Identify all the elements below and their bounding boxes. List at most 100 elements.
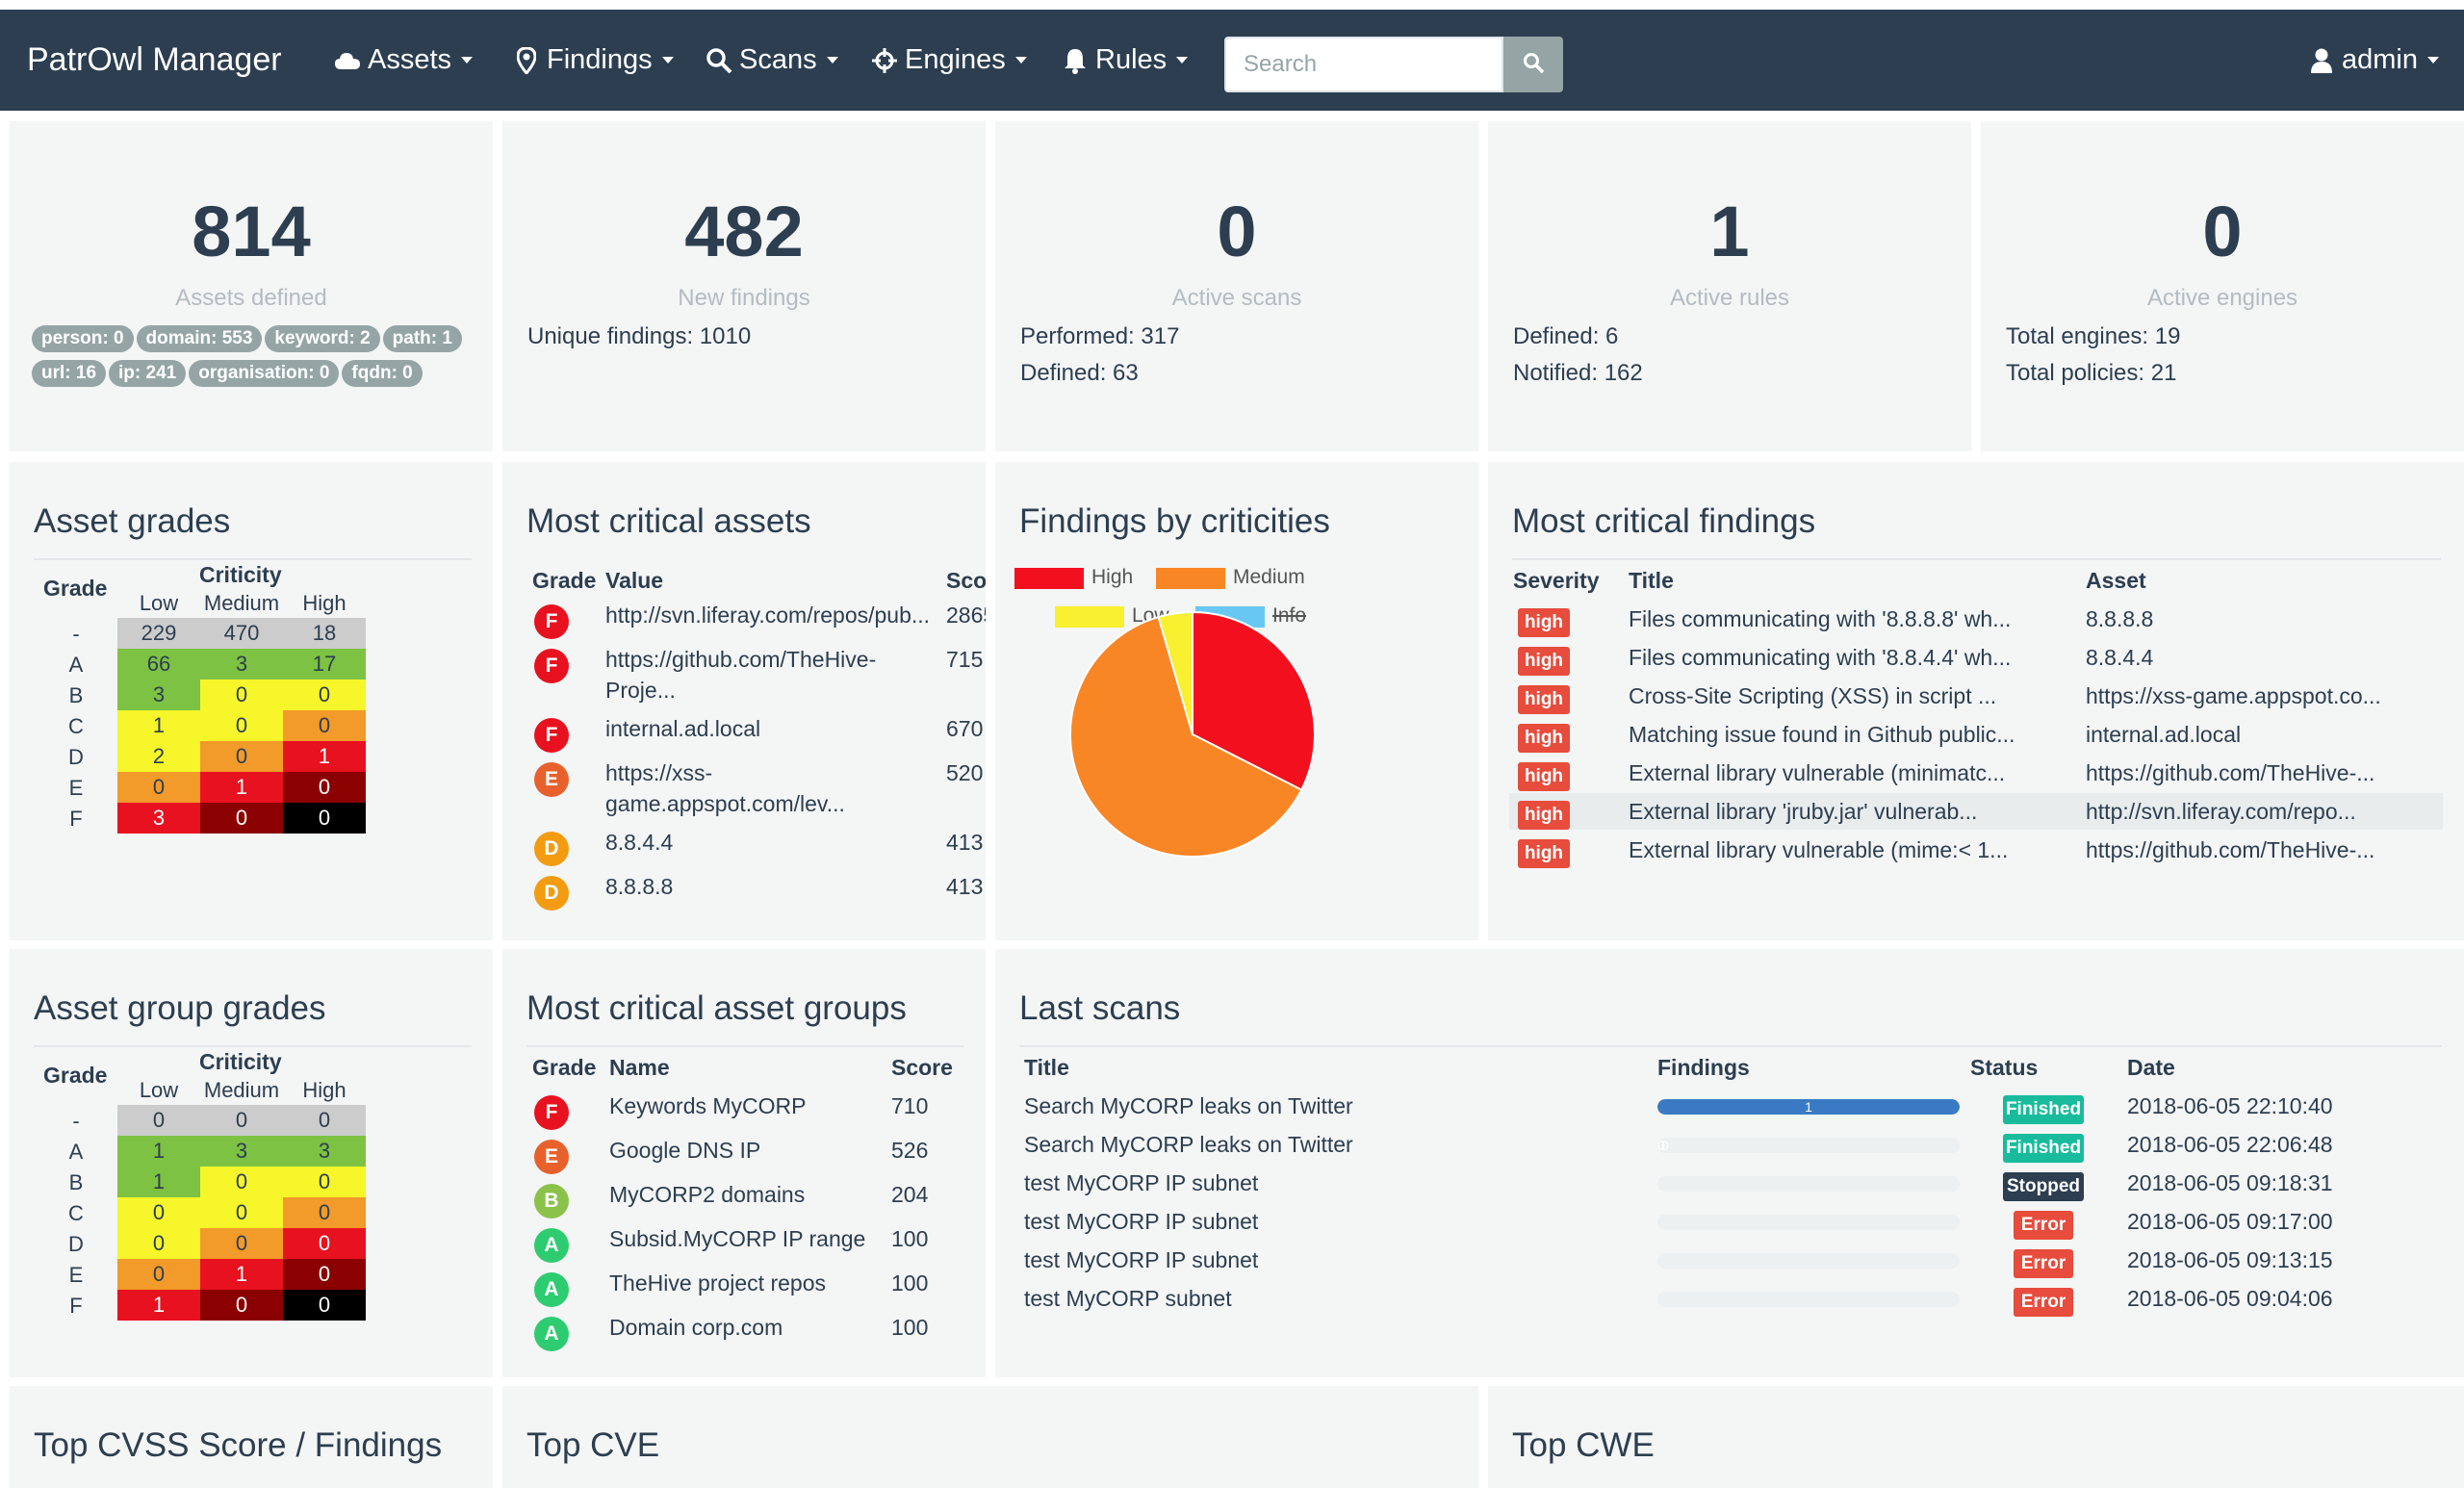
- legend-label[interactable]: Info: [1272, 604, 1307, 627]
- legend-label[interactable]: Medium: [1233, 566, 1305, 588]
- asset-value-link[interactable]: 8.8.4.4: [605, 830, 674, 855]
- search-button[interactable]: [1503, 37, 1563, 92]
- asset-value-link[interactable]: https://github.com/TheHive-: [605, 647, 877, 672]
- brand-logo[interactable]: PatrOwl Manager: [27, 41, 282, 78]
- finding-asset-link[interactable]: 8.8.8.8: [2086, 606, 2154, 631]
- grade-cell[interactable]: 0: [283, 1290, 366, 1321]
- grade-cell[interactable]: 0: [200, 1228, 283, 1259]
- grade-cell[interactable]: 470: [200, 618, 283, 649]
- grade-cell[interactable]: 0: [283, 1228, 366, 1259]
- group-name-link[interactable]: MyCORP2 domains: [609, 1182, 806, 1207]
- grade-cell[interactable]: 0: [200, 803, 283, 834]
- finding-asset-link[interactable]: 8.8.4.4: [2086, 645, 2154, 670]
- finding-asset-link[interactable]: https://xss-game.appspot.co...: [2086, 683, 2381, 708]
- badge-domain[interactable]: domain: 553: [136, 325, 263, 352]
- group-name-link[interactable]: Subsid.MyCORP IP range: [609, 1226, 866, 1251]
- grade-cell[interactable]: 0: [117, 1105, 200, 1136]
- grade-cell[interactable]: 3: [117, 803, 200, 834]
- badge-path[interactable]: path: 1: [382, 325, 462, 352]
- grade-cell[interactable]: 0: [117, 1228, 200, 1259]
- finding-asset-link[interactable]: https://github.com/TheHive-...: [2086, 837, 2375, 862]
- grade-cell[interactable]: 17: [283, 649, 366, 680]
- asset-value-link[interactable]: http://svn.liferay.com/repos/pub...: [605, 603, 931, 628]
- pie-slice-high[interactable]: [1192, 610, 1316, 792]
- grade-cell[interactable]: 3: [283, 1136, 366, 1167]
- grade-cell[interactable]: 2: [117, 741, 200, 772]
- nav-engines[interactable]: Engines: [870, 10, 1027, 111]
- grade-cell[interactable]: 0: [200, 1290, 283, 1321]
- group-name-link[interactable]: TheHive project repos: [609, 1270, 826, 1296]
- nav-findings[interactable]: Findings: [512, 10, 674, 111]
- nav-rules[interactable]: Rules: [1061, 10, 1189, 111]
- finding-title-link[interactable]: Matching issue found in Github public...: [1629, 722, 2015, 747]
- asset-value-link-cont[interactable]: Proje...: [605, 678, 676, 703]
- legend-swatch[interactable]: [1156, 568, 1225, 589]
- finding-asset-link[interactable]: internal.ad.local: [2086, 722, 2242, 747]
- scan-title-link[interactable]: Search MyCORP leaks on Twitter: [1024, 1132, 1353, 1157]
- legend-swatch[interactable]: [1055, 606, 1124, 628]
- finding-title-link[interactable]: External library vulnerable (mime:< 1...: [1629, 837, 2009, 862]
- legend-label[interactable]: High: [1091, 566, 1134, 588]
- grade-cell[interactable]: 1: [200, 772, 283, 803]
- badge-url[interactable]: url: 16: [32, 360, 107, 387]
- grade-cell[interactable]: 1: [117, 1136, 200, 1167]
- pie-slice-low[interactable]: [1157, 610, 1194, 735]
- asset-value-link[interactable]: 8.8.8.8: [605, 874, 674, 899]
- grade-cell[interactable]: 0: [283, 680, 366, 710]
- badge-keyword[interactable]: keyword: 2: [265, 325, 380, 352]
- badge-organisation[interactable]: organisation: 0: [189, 360, 340, 387]
- grade-cell[interactable]: 0: [200, 1167, 283, 1197]
- grade-cell[interactable]: 0: [200, 680, 283, 710]
- finding-title-link[interactable]: Files communicating with '8.8.8.8' wh...: [1629, 606, 2012, 631]
- grade-cell[interactable]: 0: [200, 1105, 283, 1136]
- nav-scans[interactable]: Scans: [705, 10, 838, 111]
- badge-person[interactable]: person: 0: [32, 325, 134, 352]
- grade-cell[interactable]: 229: [117, 618, 200, 649]
- grade-cell[interactable]: 3: [117, 680, 200, 710]
- grade-cell[interactable]: 1: [117, 1290, 200, 1321]
- grade-cell[interactable]: 3: [200, 1136, 283, 1167]
- finding-title-link[interactable]: Cross-Site Scripting (XSS) in script ...: [1629, 683, 1997, 708]
- grade-cell[interactable]: 0: [283, 803, 366, 834]
- finding-title-link[interactable]: Files communicating with '8.8.4.4' wh...: [1629, 645, 2012, 670]
- search-input[interactable]: Search: [1224, 37, 1503, 92]
- grade-cell[interactable]: 3: [200, 649, 283, 680]
- finding-asset-link[interactable]: https://github.com/TheHive-...: [2086, 760, 2375, 785]
- scan-title-link[interactable]: test MyCORP IP subnet: [1024, 1209, 1259, 1234]
- asset-value-link[interactable]: https://xss-: [605, 760, 713, 785]
- grade-cell[interactable]: 0: [200, 741, 283, 772]
- scan-title-link[interactable]: test MyCORP subnet: [1024, 1286, 1232, 1311]
- grade-cell[interactable]: 0: [283, 1167, 366, 1197]
- grade-cell[interactable]: 66: [117, 649, 200, 680]
- grade-cell[interactable]: 0: [200, 1197, 283, 1228]
- grade-cell[interactable]: 18: [283, 618, 366, 649]
- group-name-link[interactable]: Keywords MyCORP: [609, 1093, 807, 1118]
- scan-title-link[interactable]: test MyCORP IP subnet: [1024, 1247, 1259, 1272]
- grade-cell[interactable]: 0: [117, 1259, 200, 1290]
- finding-title-link[interactable]: External library vulnerable (minimatc...: [1629, 760, 2006, 785]
- scan-title-link[interactable]: Search MyCORP leaks on Twitter: [1024, 1093, 1353, 1118]
- scan-title-link[interactable]: test MyCORP IP subnet: [1024, 1170, 1259, 1195]
- legend-swatch[interactable]: [1014, 568, 1084, 589]
- grade-cell[interactable]: 0: [283, 772, 366, 803]
- pie-slice-medium[interactable]: [1069, 615, 1303, 858]
- grade-cell[interactable]: 0: [117, 1197, 200, 1228]
- badge-fqdn[interactable]: fqdn: 0: [342, 360, 423, 387]
- grade-cell[interactable]: 0: [283, 1197, 366, 1228]
- finding-asset-link[interactable]: http://svn.liferay.com/repo...: [2086, 799, 2356, 824]
- grade-cell[interactable]: 0: [283, 1259, 366, 1290]
- group-name-link[interactable]: Google DNS IP: [609, 1138, 761, 1163]
- grade-cell[interactable]: 0: [200, 710, 283, 741]
- grade-cell[interactable]: 1: [200, 1259, 283, 1290]
- group-name-link[interactable]: Domain corp.com: [609, 1315, 783, 1340]
- finding-title-link[interactable]: External library 'jruby.jar' vulnerab...: [1629, 799, 1978, 824]
- asset-value-link-cont[interactable]: game.appspot.com/lev...: [605, 791, 845, 816]
- grade-cell[interactable]: 0: [283, 1105, 366, 1136]
- grade-cell[interactable]: 0: [117, 772, 200, 803]
- badge-ip[interactable]: ip: 241: [109, 360, 187, 387]
- grade-cell[interactable]: 1: [283, 741, 366, 772]
- grade-cell[interactable]: 0: [283, 710, 366, 741]
- asset-value-link[interactable]: internal.ad.local: [605, 716, 761, 741]
- user-menu[interactable]: admin: [2307, 10, 2439, 111]
- grade-cell[interactable]: 1: [117, 710, 200, 741]
